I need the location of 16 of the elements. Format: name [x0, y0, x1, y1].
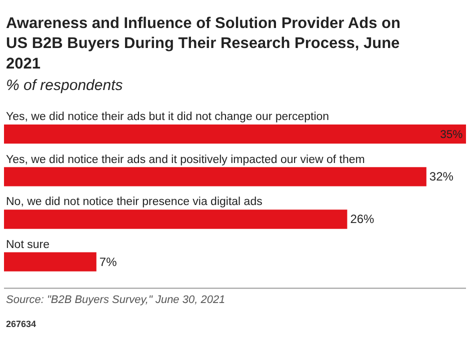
bar — [4, 167, 426, 186]
data-label: 26% — [350, 212, 375, 226]
chart-title: Awareness and Influence of Solution Provider Ads on US B2B Buyers During Their Research Process, June 2021 — [6, 15, 400, 72]
y-tick-label: No, we did not notice their presence via digital ads — [6, 196, 263, 208]
bar — [4, 252, 96, 272]
bar — [4, 124, 466, 144]
text: 267634 — [6, 319, 36, 329]
data-label: 7% — [99, 254, 118, 269]
chart-subtitle: % of respondents — [6, 77, 124, 94]
source-note: Source: "B2B Buyers Survey," June 30, 2021 — [6, 294, 226, 306]
bar — [4, 210, 348, 229]
y-tick-label: Yes, we did notice their ads and it positively impacted our view of them — [6, 154, 365, 166]
y-tick-label: Yes, we did notice their ads but it did not change our perception — [6, 111, 330, 123]
data-label: 35% — [440, 128, 463, 141]
data-label: 32% — [429, 170, 454, 184]
y-tick-label: Not sure — [6, 239, 50, 251]
